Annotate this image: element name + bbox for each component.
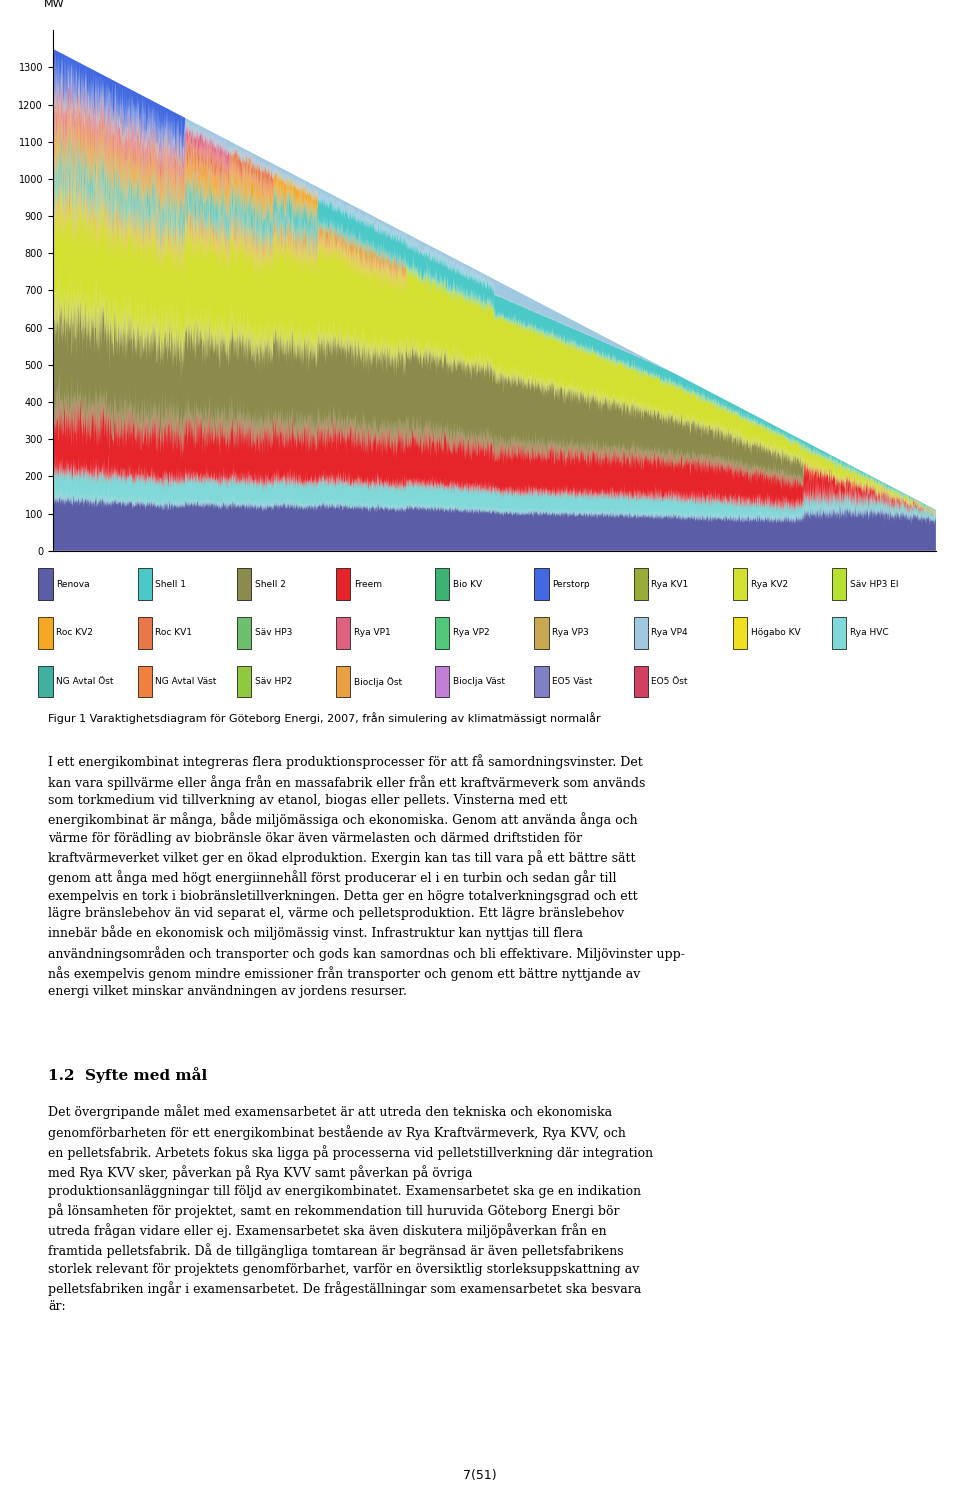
Bar xyxy=(38,569,53,601)
Text: 7(51): 7(51) xyxy=(463,1468,497,1482)
Text: EO5 Väst: EO5 Väst xyxy=(552,678,592,687)
Text: Renova: Renova xyxy=(57,579,90,589)
Bar xyxy=(237,569,252,601)
Text: Shell 1: Shell 1 xyxy=(156,579,186,589)
Bar xyxy=(435,617,449,649)
Bar xyxy=(237,617,252,649)
Text: Bioclja Öst: Bioclja Öst xyxy=(354,676,402,687)
Text: Rya HVC: Rya HVC xyxy=(850,628,889,637)
Text: Rya VP1: Rya VP1 xyxy=(354,628,391,637)
Text: Bio KV: Bio KV xyxy=(453,579,482,589)
Bar xyxy=(137,569,152,601)
Bar xyxy=(634,617,648,649)
Bar xyxy=(137,665,152,697)
Text: Säv HP2: Säv HP2 xyxy=(254,678,292,687)
Bar xyxy=(634,569,648,601)
Bar xyxy=(732,569,747,601)
Bar xyxy=(435,569,449,601)
Bar xyxy=(336,569,350,601)
Text: I ett energikombinat integreras flera produktionsprocesser för att få samordning: I ett energikombinat integreras flera pr… xyxy=(48,754,684,999)
Text: Rya VP4: Rya VP4 xyxy=(652,628,688,637)
Text: Säv HP3: Säv HP3 xyxy=(254,628,292,637)
Text: Rya VP2: Rya VP2 xyxy=(453,628,490,637)
Bar xyxy=(634,665,648,697)
Text: Rya KV1: Rya KV1 xyxy=(652,579,688,589)
Bar xyxy=(137,617,152,649)
Bar xyxy=(832,617,847,649)
Text: EO5 Öst: EO5 Öst xyxy=(652,678,688,687)
Text: Roc KV1: Roc KV1 xyxy=(156,628,192,637)
Text: Perstorp: Perstorp xyxy=(552,579,589,589)
Text: Freem: Freem xyxy=(354,579,382,589)
Bar xyxy=(38,617,53,649)
Text: Rya VP3: Rya VP3 xyxy=(552,628,589,637)
Text: Det övergripande målet med examensarbetet är att utreda den tekniska och ekonomi: Det övergripande målet med examensarbete… xyxy=(48,1105,653,1313)
Text: Säv HP3 El: Säv HP3 El xyxy=(850,579,899,589)
Text: Bioclja Väst: Bioclja Väst xyxy=(453,678,505,687)
Bar xyxy=(732,617,747,649)
Text: Rya KV2: Rya KV2 xyxy=(751,579,788,589)
Bar xyxy=(535,617,549,649)
Text: Shell 2: Shell 2 xyxy=(254,579,285,589)
Bar xyxy=(38,665,53,697)
Bar xyxy=(435,665,449,697)
Text: 1.2  Syfte med mål: 1.2 Syfte med mål xyxy=(48,1067,207,1083)
Bar xyxy=(535,569,549,601)
Text: Figur 1 Varaktighetsdiagram för Göteborg Energi, 2007, från simulering av klimat: Figur 1 Varaktighetsdiagram för Göteborg… xyxy=(48,712,601,724)
Bar xyxy=(832,569,847,601)
Bar xyxy=(336,665,350,697)
Text: NG Avtal Väst: NG Avtal Väst xyxy=(156,678,217,687)
Text: MW: MW xyxy=(44,0,64,9)
Bar xyxy=(336,617,350,649)
Bar xyxy=(535,665,549,697)
Text: NG Avtal Öst: NG Avtal Öst xyxy=(57,678,113,687)
Bar xyxy=(237,665,252,697)
Text: Högabo KV: Högabo KV xyxy=(751,628,801,637)
Text: Roc KV2: Roc KV2 xyxy=(57,628,93,637)
